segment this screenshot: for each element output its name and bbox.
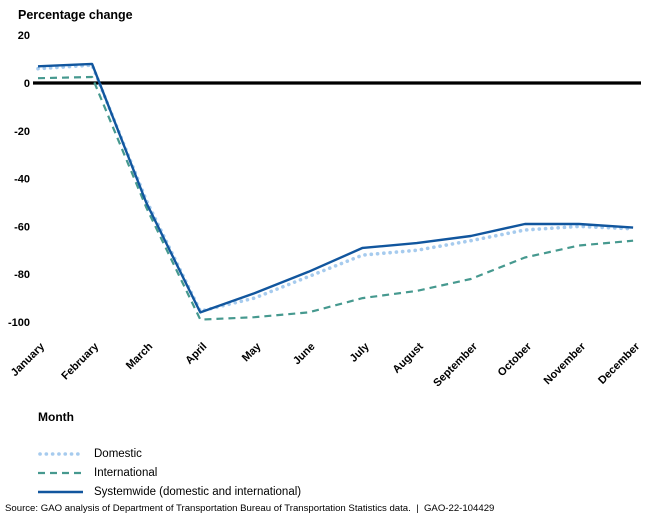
y-axis-tick-label: -100	[8, 317, 30, 329]
dotted-line-swatch-icon	[38, 451, 83, 456]
y-axis-tick-label: -40	[14, 174, 30, 186]
x-axis-month-label: September	[431, 340, 480, 389]
legend-item-systemwide: Systemwide (domestic and international)	[38, 482, 301, 501]
y-axis-tick-label: 0	[24, 78, 30, 90]
x-axis-month-label: July	[348, 340, 373, 365]
legend-label-domestic: Domestic	[94, 447, 142, 460]
solid-line-swatch-icon	[38, 490, 83, 493]
x-axis-month-label: October	[496, 340, 535, 379]
legend-label-systemwide: Systemwide (domestic and international)	[94, 485, 302, 498]
legend-item-domestic: Domestic	[38, 444, 301, 463]
series-line-domestic	[36, 63, 635, 314]
source-citation: Source: GAO analysis of Department of Tr…	[5, 503, 495, 514]
chart-title: Percentage change	[18, 8, 133, 22]
series-line-systemwide	[37, 62, 634, 314]
legend-label-international: International	[94, 466, 158, 479]
x-axis-month-label: February	[59, 340, 101, 382]
x-axis-month-label: May	[240, 340, 264, 364]
series-line-international	[37, 75, 634, 321]
legend-item-international: International	[38, 463, 301, 482]
y-axis-tick-label: -80	[14, 269, 30, 281]
x-axis-title: Month	[38, 410, 74, 424]
x-axis-month-label: December	[596, 340, 643, 387]
x-axis-month-label: June	[291, 341, 318, 368]
x-axis-month-label: August	[391, 340, 427, 376]
y-axis-tick-label: -60	[14, 221, 30, 233]
x-axis-month-label: April	[183, 341, 209, 367]
dashed-line-swatch-icon	[38, 471, 83, 474]
x-axis-month-label: March	[124, 340, 156, 372]
x-axis-month-label: January	[9, 340, 48, 379]
line-chart-plot-area: 20 0 -20 -40 -60 -80 -100 January February March A…	[8, 30, 643, 389]
y-axis-tick-label: -20	[14, 126, 30, 138]
x-axis-month-label: November	[542, 340, 589, 387]
chart-legend: Domestic International Systemwide (domes…	[38, 444, 301, 501]
y-axis-tick-label: 20	[18, 30, 30, 42]
